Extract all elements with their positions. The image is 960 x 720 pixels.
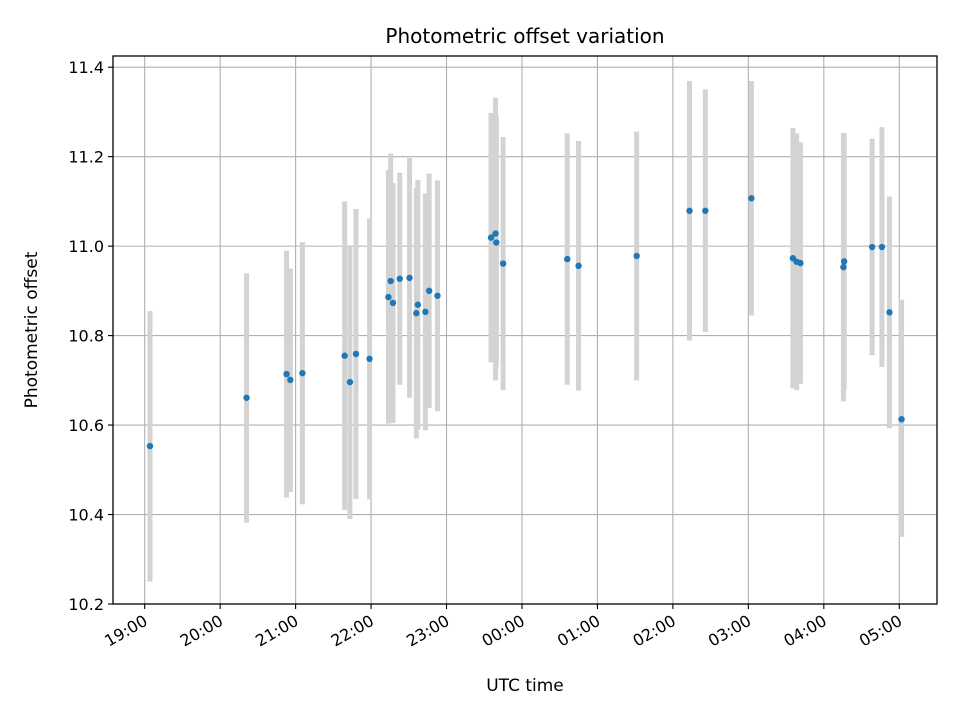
data-point <box>499 260 507 267</box>
y-tick-label: 11.0 <box>68 237 104 256</box>
data-point <box>406 274 413 282</box>
data-points <box>146 195 905 450</box>
data-point <box>396 275 403 282</box>
data-point <box>366 355 373 363</box>
y-tick-label: 10.8 <box>68 327 104 346</box>
data-point <box>575 262 582 270</box>
y-tick-label: 10.4 <box>68 506 104 525</box>
data-point <box>748 195 755 202</box>
data-point <box>414 301 422 308</box>
y-tick-label: 10.2 <box>68 595 104 614</box>
plot-frame <box>112 55 938 605</box>
data-point <box>389 299 397 307</box>
data-point <box>385 293 392 301</box>
data-point <box>487 234 495 241</box>
data-point <box>702 207 709 214</box>
data-point <box>886 309 893 316</box>
data-point <box>387 277 394 285</box>
data-point <box>686 207 693 214</box>
data-point <box>633 252 640 260</box>
data-point <box>283 370 290 378</box>
chart-title: Photometric offset variation <box>385 24 664 48</box>
data-point <box>413 310 420 317</box>
data-point <box>898 416 905 423</box>
y-tick-label: 11.2 <box>68 148 104 167</box>
data-point <box>434 292 441 299</box>
data-point <box>146 442 154 450</box>
data-point <box>425 287 433 295</box>
data-point <box>299 369 306 377</box>
y-axis: 10.2 10.4 10.6 10.8 11.0 11.2 11.4 <box>68 58 113 614</box>
data-point <box>492 230 499 237</box>
data-point <box>422 308 429 316</box>
data-point <box>243 394 250 401</box>
data-point <box>352 350 360 358</box>
data-point <box>878 243 886 251</box>
y-axis-label: Photometric offset <box>22 251 42 408</box>
y-tick-label: 11.4 <box>68 58 104 77</box>
data-point <box>840 258 848 265</box>
data-point <box>564 255 571 263</box>
x-axis-label: UTC time <box>486 676 564 696</box>
data-point <box>346 378 354 386</box>
data-point <box>840 263 847 271</box>
data-point <box>341 352 348 359</box>
y-tick-label: 10.6 <box>68 416 104 435</box>
data-point <box>797 259 804 267</box>
data-point <box>493 239 500 246</box>
data-point <box>287 376 294 384</box>
data-point <box>868 243 876 251</box>
